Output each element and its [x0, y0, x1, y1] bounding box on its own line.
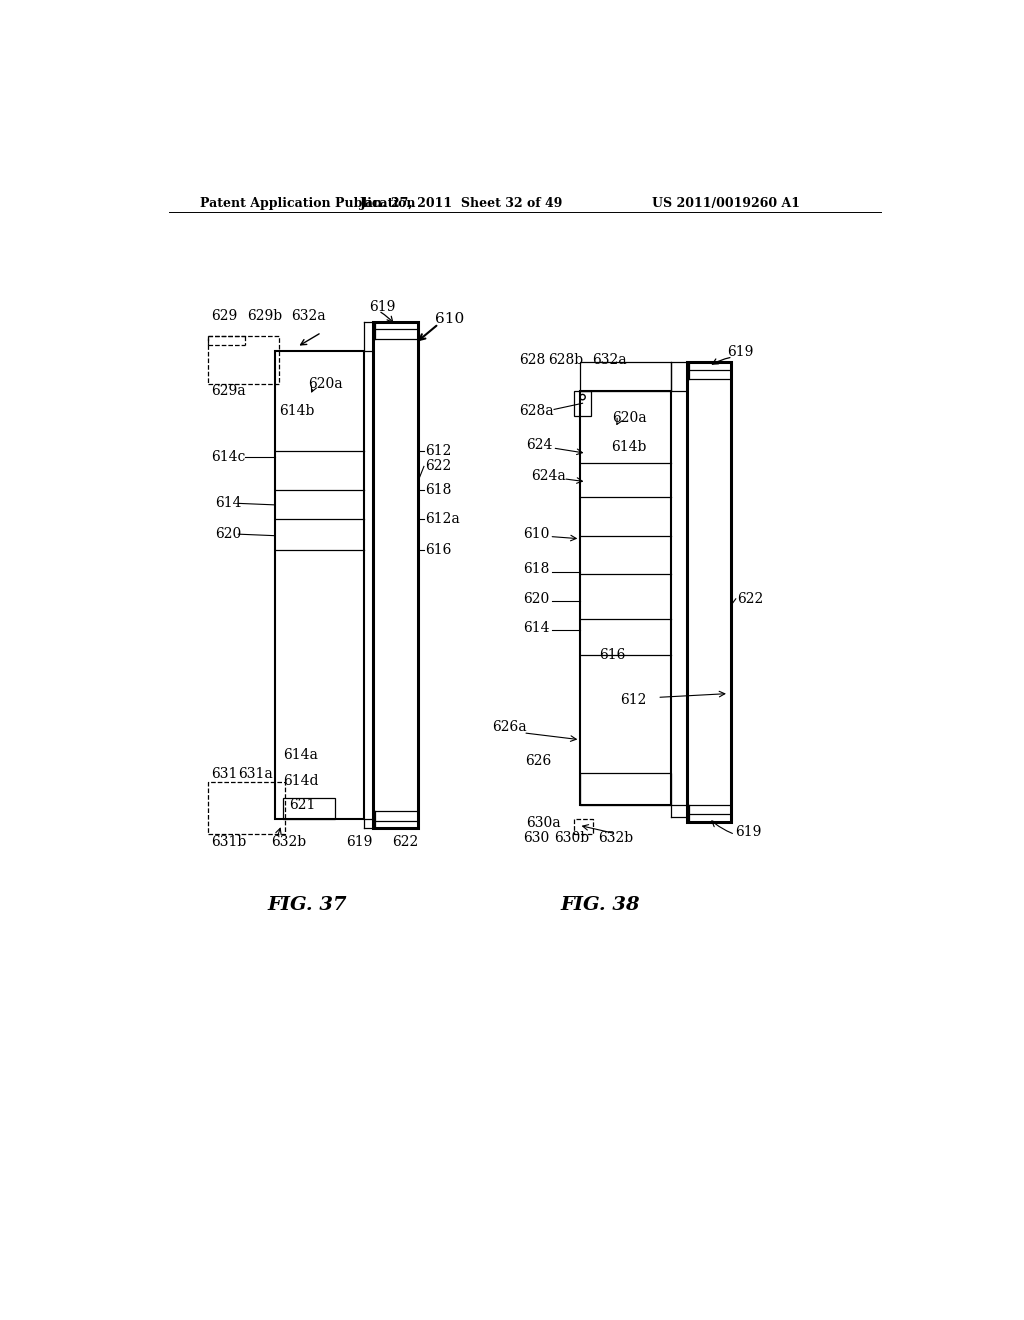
Text: 632b: 632b	[271, 836, 306, 849]
Text: 631a: 631a	[239, 767, 273, 781]
Text: 621: 621	[289, 799, 315, 812]
Bar	[686, 363, 731, 822]
Text: 614c: 614c	[211, 450, 245, 465]
Text: 631: 631	[211, 767, 237, 781]
Text: 630b: 630b	[554, 830, 589, 845]
Text: 612a: 612a	[425, 512, 460, 525]
Text: 614a: 614a	[283, 748, 317, 762]
Text: 629: 629	[211, 309, 237, 323]
Text: 624: 624	[526, 438, 553, 451]
Text: US 2011/0019260 A1: US 2011/0019260 A1	[652, 197, 801, 210]
Text: 618: 618	[523, 562, 550, 576]
Text: 631b: 631b	[211, 836, 246, 849]
Text: 616: 616	[599, 648, 626, 663]
Bar	[581, 774, 671, 805]
Text: 614b: 614b	[280, 404, 314, 418]
Text: 620a: 620a	[307, 378, 342, 391]
Text: Patent Application Publication: Patent Application Publication	[200, 197, 416, 210]
Bar	[208, 781, 285, 834]
Text: 620a: 620a	[612, 411, 647, 425]
Text: 630: 630	[523, 830, 550, 845]
Text: 632a: 632a	[291, 309, 326, 323]
Text: 620: 620	[215, 527, 242, 541]
Text: 619: 619	[727, 346, 754, 359]
Text: 624a: 624a	[531, 469, 565, 483]
Text: 619: 619	[346, 836, 373, 849]
Text: 614d: 614d	[283, 774, 318, 788]
Text: 628a: 628a	[518, 404, 553, 418]
Bar	[574, 818, 593, 834]
Text: 618: 618	[425, 483, 452, 496]
Text: 628: 628	[518, 354, 545, 367]
Text: FIG. 37: FIG. 37	[268, 896, 347, 915]
Text: 632b: 632b	[598, 830, 633, 845]
Text: 620: 620	[523, 591, 550, 606]
Text: Jan. 27, 2011  Sheet 32 of 49: Jan. 27, 2011 Sheet 32 of 49	[360, 197, 563, 210]
Text: 610: 610	[523, 527, 550, 541]
Text: 626a: 626a	[493, 719, 527, 734]
Text: 610: 610	[435, 312, 464, 326]
Text: 619: 619	[735, 825, 762, 840]
Bar	[208, 335, 280, 384]
Text: 626: 626	[524, 754, 551, 768]
Text: 614b: 614b	[611, 440, 646, 454]
Text: 619: 619	[370, 300, 395, 314]
Bar	[581, 391, 671, 805]
Bar	[283, 797, 336, 818]
Text: 622: 622	[425, 459, 452, 474]
Bar	[275, 351, 364, 818]
Bar	[574, 391, 591, 416]
Text: 632a: 632a	[593, 354, 627, 367]
Bar	[373, 322, 418, 829]
Text: 612: 612	[425, 444, 452, 458]
Text: 622: 622	[737, 591, 764, 606]
Text: 629b: 629b	[248, 309, 283, 323]
Text: 612: 612	[621, 693, 646, 706]
Text: 616: 616	[425, 543, 452, 557]
Bar	[581, 363, 671, 391]
Text: 614: 614	[215, 496, 242, 511]
Text: 629a: 629a	[211, 384, 246, 397]
Text: 622: 622	[392, 836, 419, 849]
Text: 628b: 628b	[548, 354, 583, 367]
Text: 614: 614	[523, 622, 550, 635]
Text: FIG. 38: FIG. 38	[560, 896, 640, 915]
Text: 630a: 630a	[526, 816, 561, 830]
